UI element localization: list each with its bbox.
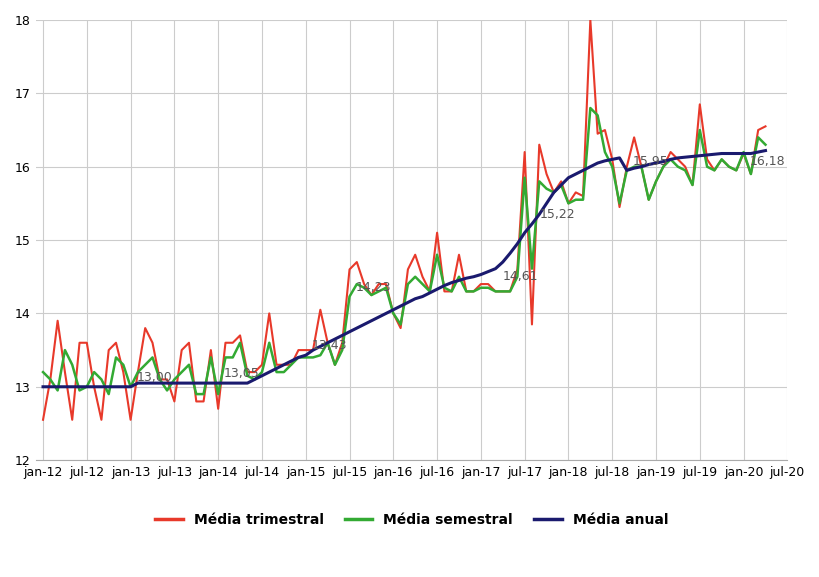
Line: Média anual: Média anual	[43, 151, 765, 387]
Média trimestral	[585, 17, 595, 24]
Média semestral	[417, 280, 427, 287]
Média semestral	[585, 104, 595, 111]
Média trimestral	[731, 167, 740, 174]
Text: 14,23: 14,23	[355, 280, 391, 294]
Line: Média semestral: Média semestral	[43, 108, 765, 394]
Média semestral	[213, 391, 223, 398]
Text: 13,00: 13,00	[136, 371, 172, 384]
Média anual	[760, 147, 770, 154]
Text: 15,22: 15,22	[539, 208, 574, 221]
Média semestral	[716, 156, 726, 163]
Legend: Média trimestral, Média semestral, Média anual: Média trimestral, Média semestral, Média…	[149, 507, 673, 533]
Text: 15,95: 15,95	[632, 155, 667, 167]
Média trimestral	[38, 417, 48, 424]
Média semestral	[183, 361, 193, 368]
Média anual	[38, 383, 48, 390]
Média anual	[177, 380, 187, 387]
Line: Média trimestral: Média trimestral	[43, 20, 765, 420]
Média trimestral	[206, 347, 215, 354]
Média trimestral	[410, 251, 419, 258]
Text: 13,43: 13,43	[311, 339, 346, 353]
Média semestral	[738, 148, 748, 155]
Média anual	[468, 273, 478, 280]
Média semestral	[760, 141, 770, 148]
Média anual	[701, 152, 711, 159]
Média trimestral	[177, 347, 187, 354]
Média trimestral	[708, 167, 718, 174]
Média trimestral	[468, 288, 478, 295]
Média semestral	[104, 391, 114, 398]
Média trimestral	[760, 123, 770, 130]
Text: 14,61: 14,61	[502, 269, 537, 283]
Média anual	[206, 380, 215, 387]
Média semestral	[475, 284, 485, 291]
Text: 16,18: 16,18	[749, 155, 784, 167]
Média semestral	[38, 369, 48, 376]
Média anual	[723, 150, 733, 157]
Média anual	[410, 295, 419, 302]
Text: 13,05: 13,05	[224, 367, 260, 380]
